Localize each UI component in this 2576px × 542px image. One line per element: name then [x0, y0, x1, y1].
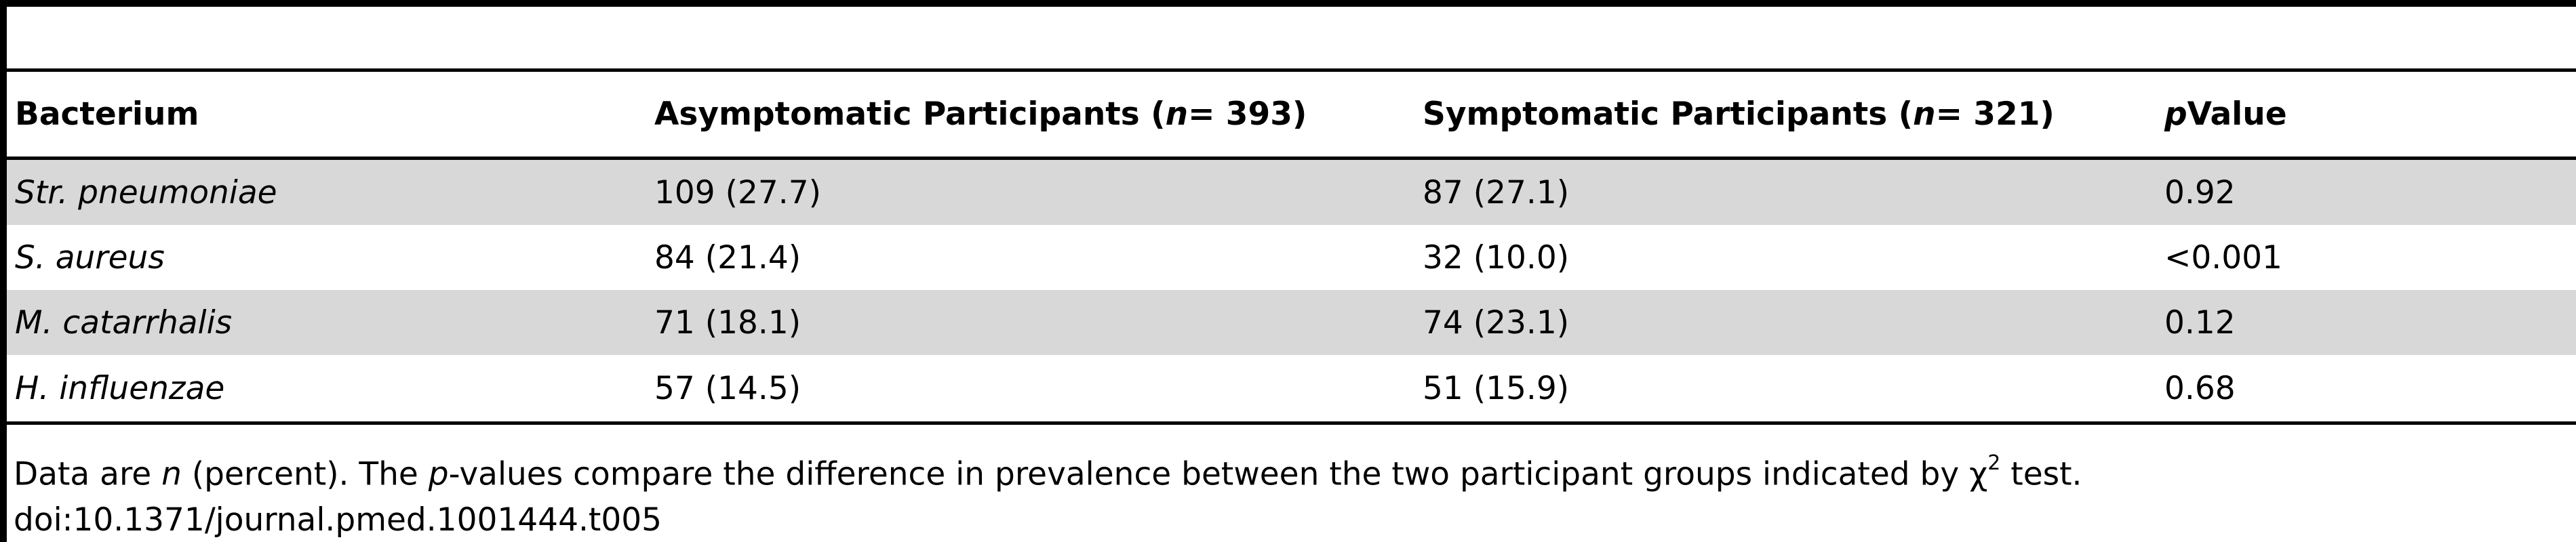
doi-link[interactable]: doi:10.1371/journal.pmed.1001444.t005: [14, 501, 662, 539]
table-row: Str. pneumoniae 109 (27.7) 87 (27.1) 0.9…: [7, 160, 2576, 225]
footnote-superscript: 2: [1987, 451, 2001, 475]
footnote-text: (percent). The: [181, 455, 429, 493]
header-symptomatic-suffix: = 321): [1935, 96, 2055, 133]
header-bacterium: Bacterium: [15, 72, 199, 157]
top-border: [0, 0, 2576, 7]
cell-symptomatic: 87 (27.1): [1423, 173, 1570, 211]
cell-p-value: 0.68: [2164, 369, 2236, 407]
table-row: M. catarrhalis 71 (18.1) 74 (23.1) 0.12: [7, 290, 2576, 355]
cell-p-value: 0.12: [2164, 304, 2236, 341]
table-row: H. influenzae 57 (14.5) 51 (15.9) 0.68: [7, 355, 2576, 421]
header-asymptomatic-prefix: Asymptomatic Participants (: [654, 96, 1166, 133]
footnote-n-symbol: n: [161, 455, 182, 493]
header-symptomatic: Symptomatic Participants (n = 321): [1423, 72, 2055, 157]
cell-bacterium: H. influenzae: [15, 369, 225, 407]
cell-symptomatic: 74 (23.1): [1423, 304, 1570, 341]
cell-asymptomatic: 71 (18.1): [654, 304, 801, 341]
header-p-value: p Value: [2164, 72, 2287, 157]
table-bottom-rule: [7, 421, 2576, 425]
cell-bacterium: S. aureus: [15, 238, 165, 276]
left-border: [0, 0, 7, 542]
header-bacterium-label: Bacterium: [15, 96, 199, 133]
header-symptomatic-prefix: Symptomatic Participants (: [1423, 96, 1914, 133]
header-p-label: Value: [2187, 96, 2287, 133]
cell-p-value: <0.001: [2164, 238, 2282, 276]
cell-symptomatic: 51 (15.9): [1423, 369, 1570, 407]
footnote-text: test.: [2000, 455, 2082, 493]
header-asymptomatic-n: n: [1165, 96, 1189, 133]
cell-asymptomatic: 84 (21.4): [654, 238, 801, 276]
cell-symptomatic: 32 (10.0): [1423, 238, 1570, 276]
table-row: S. aureus 84 (21.4) 32 (10.0) <0.001: [7, 225, 2576, 290]
header-p-symbol: p: [2164, 96, 2187, 133]
table-header-row: Bacterium Asymptomatic Participants (n =…: [7, 72, 2576, 157]
footnote-text: -values compare the difference in preval…: [448, 455, 1988, 493]
header-top-rule: [7, 68, 2576, 72]
cell-asymptomatic: 57 (14.5): [654, 369, 801, 407]
cell-p-value: 0.92: [2164, 173, 2236, 211]
header-symptomatic-n: n: [1913, 96, 1936, 133]
cell-asymptomatic: 109 (27.7): [654, 173, 821, 211]
header-asymptomatic: Asymptomatic Participants (n = 393): [654, 72, 1307, 157]
table-footnote: Data are n (percent). The p-values compa…: [14, 451, 2082, 493]
footnote-text: Data are: [14, 455, 162, 493]
cell-bacterium: M. catarrhalis: [15, 304, 233, 341]
header-asymptomatic-suffix: = 393): [1188, 96, 1307, 133]
cell-bacterium: Str. pneumoniae: [15, 173, 277, 211]
header-bottom-rule: [7, 157, 2576, 160]
footnote-p-symbol: p: [428, 455, 449, 493]
